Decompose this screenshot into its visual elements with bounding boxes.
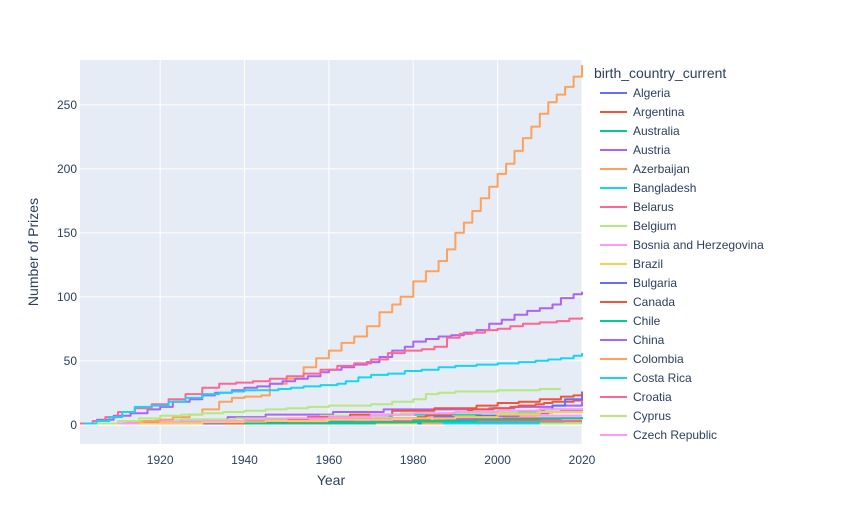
x-axis-title: Year xyxy=(317,472,346,488)
grid-lines xyxy=(80,60,583,444)
x-tick-label: 1980 xyxy=(400,453,427,467)
y-tick-label: 250 xyxy=(57,98,77,112)
series-line-unlisted-23 xyxy=(96,388,561,425)
legend-label-belarus[interactable]: Belarus xyxy=(633,200,674,214)
legend-label-austria[interactable]: Austria xyxy=(633,143,671,157)
legend-label-bulgaria[interactable]: Bulgaria xyxy=(633,276,677,290)
x-tick-label: 1940 xyxy=(231,453,258,467)
series-lines xyxy=(80,65,583,425)
y-axis-ticks: 0 50 100 150 200 250 xyxy=(57,98,77,432)
legend-label-belgium[interactable]: Belgium xyxy=(633,219,676,233)
legend-label-argentina[interactable]: Argentina xyxy=(633,105,685,119)
legend-label-costa-rica[interactable]: Costa Rica xyxy=(633,371,692,385)
legend-label-australia[interactable]: Australia xyxy=(633,124,680,138)
y-tick-label: 200 xyxy=(57,162,77,176)
y-tick-label: 0 xyxy=(70,418,77,432)
y-tick-label: 150 xyxy=(57,226,77,240)
y-tick-label: 100 xyxy=(57,290,77,304)
legend-label-bangladesh[interactable]: Bangladesh xyxy=(633,181,696,195)
series-line-unlisted-19 xyxy=(105,65,583,425)
legend-label-canada[interactable]: Canada xyxy=(633,295,675,309)
legend-label-croatia[interactable]: Croatia xyxy=(633,390,672,404)
legend-label-bosnia-and-herzegovina[interactable]: Bosnia and Herzegovina xyxy=(633,238,764,252)
legend-title: birth_country_current xyxy=(594,65,726,81)
series-line-unlisted-25 xyxy=(126,394,583,425)
legend-label-algeria[interactable]: Algeria xyxy=(633,86,671,100)
x-tick-label: 1920 xyxy=(147,453,174,467)
series-line-unlisted-20 xyxy=(84,291,583,425)
legend-label-colombia[interactable]: Colombia xyxy=(633,352,684,366)
series-line-unlisted-27 xyxy=(139,410,583,425)
legend-label-chile[interactable]: Chile xyxy=(633,314,661,328)
legend-label-czech-republic[interactable]: Czech Republic xyxy=(633,428,717,442)
series-line-unlisted-22 xyxy=(84,353,583,425)
legend-label-brazil[interactable]: Brazil xyxy=(633,257,663,271)
legend-label-china[interactable]: China xyxy=(633,333,665,347)
legend-label-azerbaijan[interactable]: Azerbaijan xyxy=(633,162,690,176)
series-line-unlisted-28 xyxy=(244,417,583,425)
legend: birth_country_current Algeria Argentina Au… xyxy=(594,65,764,442)
x-tick-label: 1960 xyxy=(316,453,343,467)
plot-area-background xyxy=(80,60,582,444)
x-tick-label: 2000 xyxy=(484,453,511,467)
x-tick-label: 2020 xyxy=(569,453,596,467)
y-tick-label: 50 xyxy=(64,354,78,368)
legend-label-cyprus[interactable]: Cyprus xyxy=(633,409,671,423)
x-axis-ticks: 1920 1940 1960 1980 2000 2020 xyxy=(147,453,596,467)
y-axis-title: Number of Prizes xyxy=(25,198,41,306)
